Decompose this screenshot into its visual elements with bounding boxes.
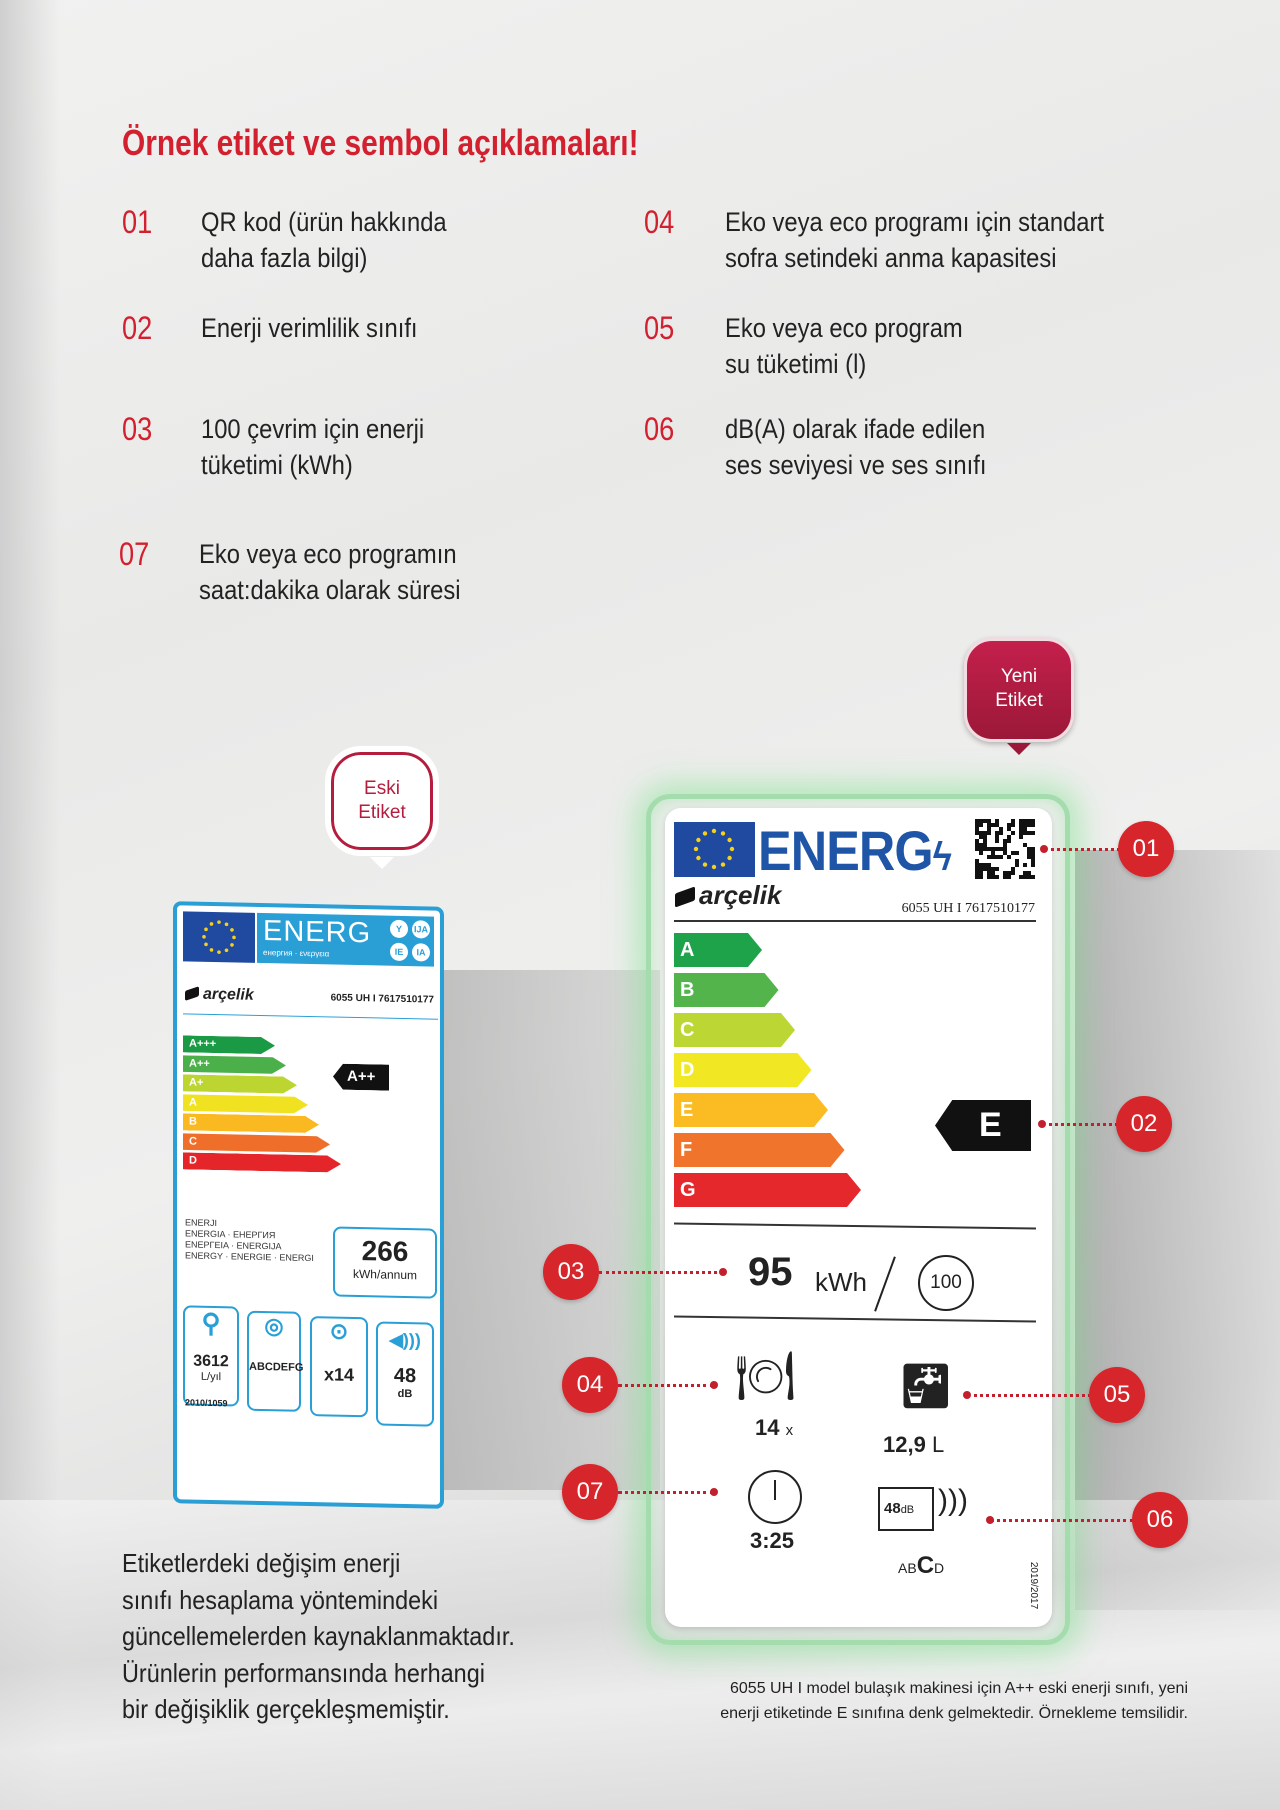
scale-bar-c: C — [674, 1013, 795, 1047]
item-text: 100 çevrim için enerji tüketimi (kWh) — [201, 414, 425, 480]
energy-value: 95 — [748, 1250, 793, 1294]
item-number: 02 — [122, 310, 153, 346]
qr-code-icon[interactable] — [975, 819, 1035, 879]
background-shadow — [440, 970, 660, 1490]
scale-bar-f: F — [674, 1133, 845, 1167]
tap-icon: ⚲ — [201, 1307, 221, 1339]
regulation-number: 2019/2017 — [1028, 1561, 1040, 1610]
water-value: 12,9 L — [883, 1432, 945, 1457]
background-shadow — [1075, 850, 1280, 1610]
item-number: 07 — [119, 536, 150, 572]
old-label-badge: Eski Etiket — [325, 746, 439, 869]
speaker-icon: ◀))) — [389, 1329, 421, 1351]
place-settings-box: ⊙ x14 — [310, 1316, 368, 1418]
scale-bar-b: B — [674, 973, 779, 1007]
callout-07: 07 — [562, 1464, 618, 1520]
sound-waves-icon: ))) — [938, 1484, 968, 1517]
footnote: 6055 UH I model bulaşık makinesi için A+… — [720, 1680, 1188, 1722]
cycles-icon: 100 — [918, 1255, 974, 1311]
item-text: Eko veya eco programı için standart sofra… — [725, 207, 1105, 273]
scale-bar-a: A — [674, 933, 762, 967]
drying-icon: ◎ — [264, 1313, 284, 1339]
new-label-glow — [646, 794, 1070, 1645]
explanation-paragraph: Etiketlerdeki değişim enerji sınıfı hesap… — [122, 1548, 515, 1724]
callout-01: 01 — [1118, 821, 1174, 877]
callout-06: 06 — [1132, 1492, 1188, 1548]
scale-bar-d: D — [183, 1152, 341, 1172]
brand-logo: arçelik — [675, 880, 781, 911]
duration-value: 3:25 — [750, 1528, 795, 1553]
item-number: 04 — [644, 204, 675, 240]
rating-pointer: A++ — [333, 1064, 389, 1091]
energy-multilang: ENERJI ENERGIA · ЕНЕРГИЯ ΕΝΕΡΓΕΙΑ · ENERGI… — [185, 1217, 314, 1264]
item-number: 03 — [122, 411, 153, 447]
scale-bar-app: A++ — [183, 1055, 286, 1074]
clock-icon — [748, 1470, 802, 1524]
scale-bar-d: D — [674, 1053, 812, 1087]
new-energy-label — [665, 808, 1052, 1627]
item-text: Eko veya eco program su tüketimi (l) — [725, 313, 963, 379]
item-text: dB(A) olarak ifade edilen ses seviyesi ve… — [725, 414, 987, 480]
dishes-icon: ⊙ — [329, 1318, 349, 1344]
item-text: QR kod (ürün hakkında daha fazla bilgi) — [201, 207, 447, 273]
model-number: 6055 UH I 7617510177 — [901, 901, 1035, 916]
scale-bar-e: E — [674, 1093, 828, 1127]
energy-header: ENERGϟ — [758, 819, 952, 882]
noise-class: ABCD — [898, 1552, 945, 1579]
rating-pointer: E — [935, 1100, 1031, 1151]
item-text: Enerji verimlilik sınıfı — [201, 313, 418, 343]
energy-scale: A+++ A++ A+ A B C D — [177, 905, 440, 911]
drying-box: ◎ ABCDEFG — [247, 1310, 303, 1412]
eu-flag-icon — [674, 822, 755, 877]
item-text: Eko veya eco programın saat:dakika olarak… — [199, 539, 461, 605]
place-settings-value: 14 x — [755, 1415, 794, 1440]
scale-bar-ap: A+ — [183, 1074, 297, 1093]
scale-bar-g: G — [674, 1173, 861, 1207]
callout-03: 03 — [543, 1244, 599, 1300]
speaker-icon: 48dB — [878, 1487, 934, 1531]
energy-header: ENERG енергия · ενεργεια Y IJA IE IA — [257, 912, 434, 967]
noise-box: ◀))) 48 dB — [376, 1321, 434, 1427]
callout-04: 04 — [562, 1357, 618, 1413]
item-number: 06 — [644, 411, 675, 447]
tap-icon: 🚰︎ — [898, 1362, 954, 1411]
item-number: 05 — [644, 310, 675, 346]
callout-02: 02 — [1116, 1096, 1172, 1152]
regulation-number: 2010/1059 — [185, 1397, 228, 1409]
old-energy-label: ENERG енергия · ενεργεια Y IJA IE IA arç… — [173, 901, 444, 1509]
water-box: ⚲ 3612 L/yıl — [183, 1305, 239, 1407]
callout-05: 05 — [1089, 1367, 1145, 1423]
dishes-icon: 🍽︎ — [735, 1350, 796, 1403]
lightning-icon: ϟ — [932, 835, 952, 879]
energy-unit: kWh — [815, 1267, 867, 1297]
scale-bar-b: B — [183, 1113, 319, 1133]
page-title: Örnek etiket ve sembol açıklamaları! — [122, 122, 639, 163]
brand-logo: arçelik — [185, 985, 254, 1004]
new-label-badge: Yeni Etiket — [964, 638, 1074, 755]
scale-bar-appp: A+++ — [183, 1035, 275, 1054]
eu-flag-icon — [183, 911, 255, 963]
scale-bar-c: C — [183, 1133, 330, 1153]
model-number: 6055 UH I 7617510177 — [330, 992, 434, 1006]
annual-consumption: 266 kWh/annum — [333, 1226, 437, 1299]
item-number: 01 — [122, 204, 153, 240]
scale-bar-a: A — [183, 1094, 308, 1114]
